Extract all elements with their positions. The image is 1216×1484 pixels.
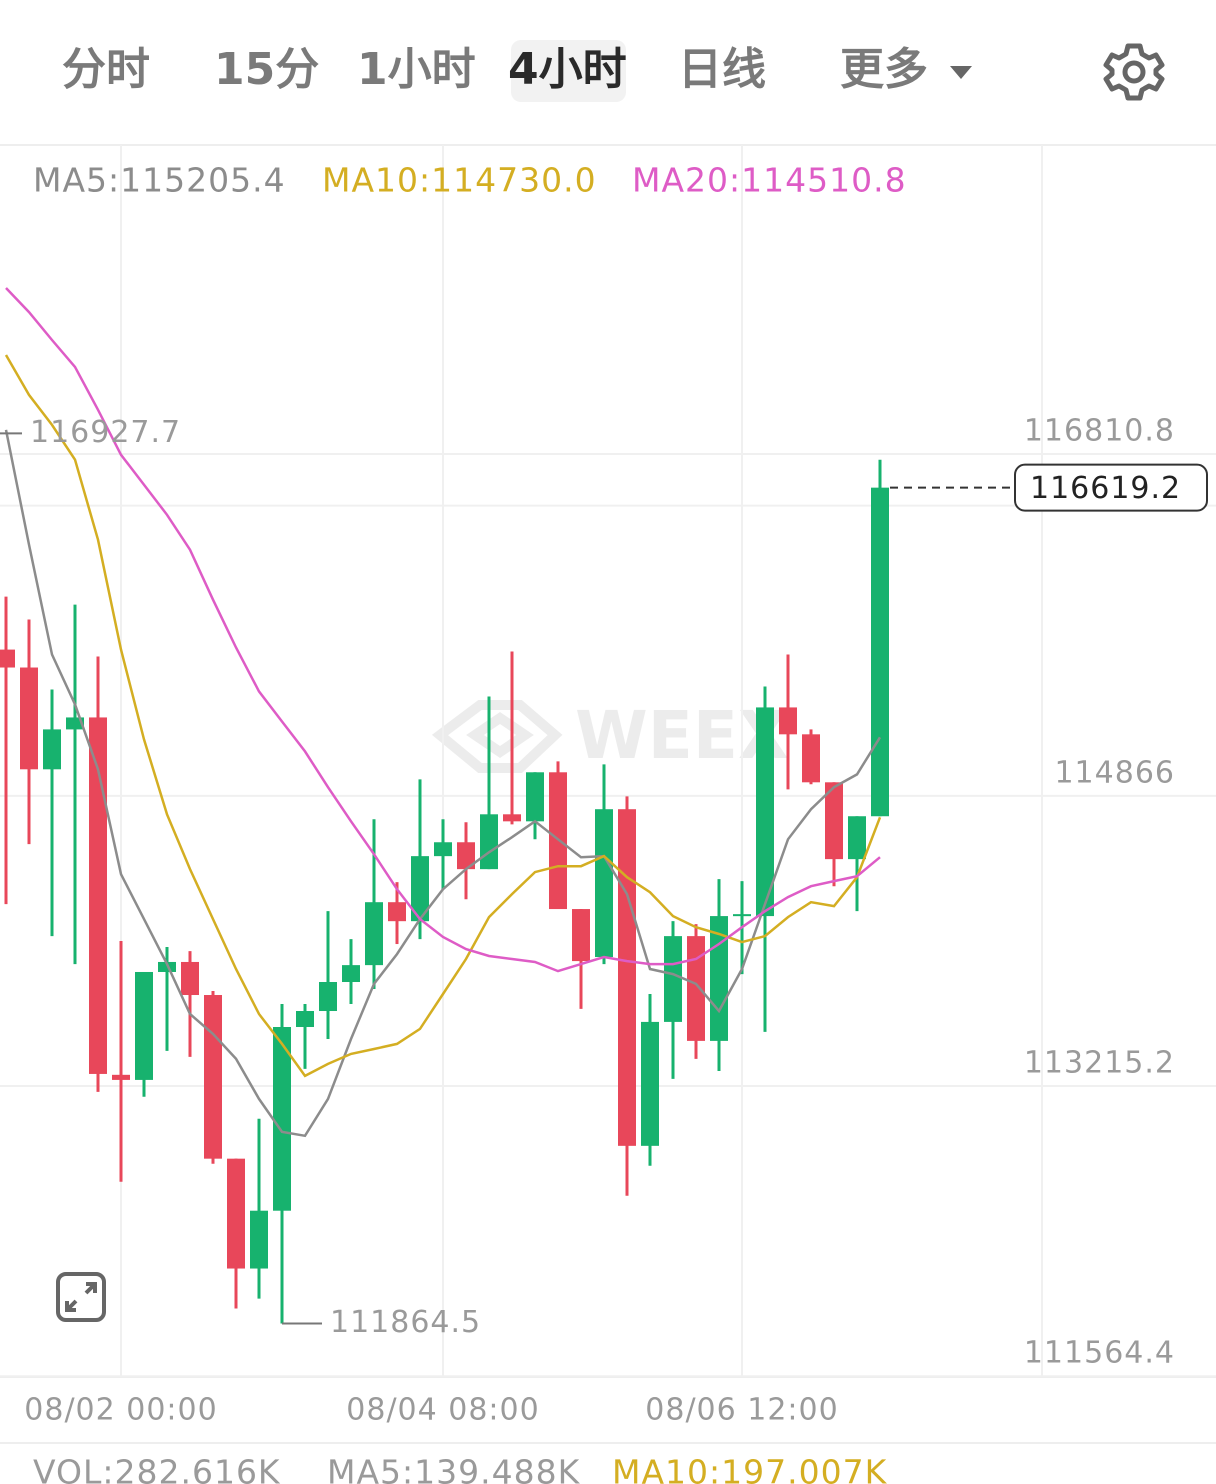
candle-body [618, 809, 636, 1146]
candle-body [204, 995, 222, 1159]
candle-body [0, 649, 15, 668]
volume-label: MA5:139.488K [327, 1453, 581, 1484]
expand-icon[interactable] [56, 1272, 106, 1322]
candle-body [687, 936, 705, 1041]
max-marker-label: 116927.7 [30, 415, 181, 450]
y-tick-label: 113215.2 [1024, 1046, 1175, 1081]
tab-highlight [511, 40, 626, 102]
y-tick-label: 114866 [1054, 755, 1175, 790]
y-tick-label: 116810.8 [1024, 413, 1175, 448]
volume-label: MA10:197.007K [612, 1453, 888, 1484]
legend-entry: MA20:114510.8 [632, 161, 907, 200]
candle-body [825, 782, 843, 860]
candle-body [779, 707, 797, 735]
candle-body [135, 971, 153, 1080]
candle-body [20, 667, 38, 770]
volume-label: VOL:282.616K [33, 1453, 281, 1484]
tab[interactable]: 1小时 [357, 44, 476, 95]
candle-body [112, 1074, 130, 1080]
candle-body [572, 909, 590, 962]
candle-body [503, 814, 521, 822]
x-tick-label: 08/06 12:00 [645, 1393, 838, 1428]
tab[interactable]: 分时 [62, 44, 150, 95]
ma-line [4, 429, 882, 1138]
candle-body [411, 856, 429, 922]
candle-body [43, 729, 61, 770]
candle-body [595, 809, 613, 958]
candle-body [802, 734, 820, 783]
last-price-box [1014, 463, 1208, 512]
candle-body [848, 816, 866, 860]
candle-body [664, 936, 682, 1022]
candle-body [342, 965, 360, 983]
candle-body [641, 1021, 659, 1146]
x-tick-label: 08/02 00:00 [24, 1393, 217, 1428]
watermark-logo [431, 700, 563, 773]
x-tick-label: 08/04 08:00 [346, 1393, 539, 1428]
legend-entry: MA5:115205.4 [33, 161, 286, 200]
candle-body [181, 961, 199, 996]
candle-body [733, 914, 751, 917]
candle-body [756, 707, 774, 917]
candle-body [227, 1158, 245, 1269]
candle-body [388, 902, 406, 922]
candle-body [434, 842, 452, 857]
candle-body [296, 1011, 314, 1028]
candle-body [89, 717, 107, 1074]
ma-line [4, 354, 882, 1078]
candle-body [273, 1027, 291, 1211]
candle-body [526, 772, 544, 822]
candle-body [871, 487, 889, 817]
dropdown-arrow[interactable] [950, 66, 972, 79]
tab[interactable]: 日线 [678, 44, 766, 95]
candle-body [66, 717, 84, 730]
candle-body [365, 902, 383, 966]
last-price-label: 116619.2 [1030, 471, 1181, 506]
y-tick-label: 111564.4 [1024, 1336, 1175, 1371]
tab[interactable]: 15分 [214, 44, 319, 95]
ma-line [5, 287, 881, 973]
watermark: WEEX [575, 697, 789, 774]
candle-body [250, 1210, 268, 1269]
tab[interactable]: 4小时 [508, 44, 627, 95]
candles [0, 459, 889, 1324]
min-marker-label: 111864.5 [330, 1305, 481, 1340]
legend-entry: MA10:114730.0 [322, 161, 597, 200]
settings-icon[interactable] [1103, 43, 1165, 101]
candle-body [480, 814, 498, 870]
candle-body [457, 842, 475, 870]
tab[interactable]: 更多 [840, 44, 928, 95]
candle-body [319, 982, 337, 1012]
